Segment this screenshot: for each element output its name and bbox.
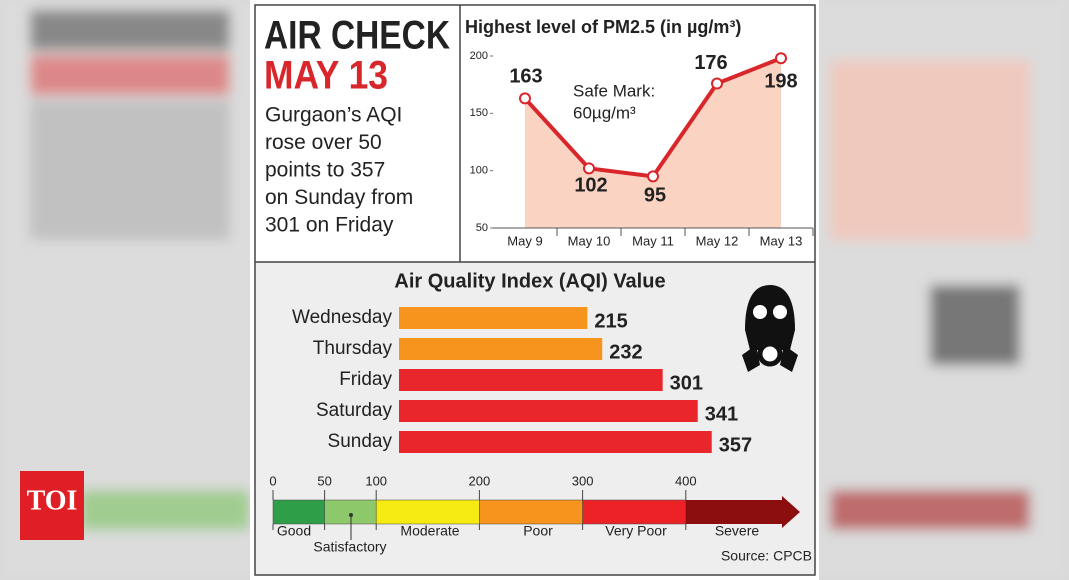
value-label: 95: [644, 185, 666, 207]
value-label: 215: [594, 310, 627, 332]
y-tick-label: 200: [470, 50, 488, 62]
bg-block: [830, 60, 1030, 240]
line-chart: Highest level of PM2.5 (in µg/m³) 50 100 15…: [465, 17, 814, 248]
blurb-line: rose over 50: [265, 131, 382, 154]
value-label: 198: [764, 71, 797, 93]
bar: [399, 338, 603, 360]
scale-tick-label: 200: [469, 473, 491, 488]
value-label: 176: [694, 52, 727, 74]
x-tick-label: May 13: [760, 233, 803, 248]
mask: [745, 285, 795, 350]
source: Source: CPCB: [721, 548, 812, 564]
blurb-line: 301 on Friday: [265, 214, 394, 237]
band-label: Very Poor: [605, 523, 667, 539]
scale-tick-label: 0: [269, 473, 276, 488]
bg-block: [30, 10, 230, 50]
bg-block: [80, 490, 250, 530]
y-tick-label: 150: [470, 107, 488, 119]
annotation: 60µg/m³: [573, 103, 636, 122]
scale-tick-label: 100: [365, 473, 387, 488]
blurb-line: points to 357: [265, 159, 385, 182]
value-label: 341: [705, 403, 738, 425]
category-label: Sunday: [328, 431, 393, 452]
scale-tick-label: 50: [317, 473, 331, 488]
point: [519, 92, 531, 105]
value-label: 102: [574, 175, 607, 197]
category-label: Thursday: [313, 338, 393, 359]
category-label: Friday: [339, 369, 392, 390]
area: [525, 58, 781, 228]
blurb: Gurgaon’s AQI rose over 50 points to 357 on…: [265, 104, 413, 237]
value-label: 163: [509, 66, 542, 88]
chart-title: Highest level of PM2.5 (in µg/m³): [465, 17, 741, 37]
eye: [753, 305, 767, 319]
bar: [399, 431, 712, 453]
band-label: Severe: [715, 523, 760, 539]
scale-tick-label: 300: [572, 473, 594, 488]
straps: [742, 345, 798, 372]
logo: TOI: [27, 485, 78, 516]
category-label: Wednesday: [292, 307, 392, 328]
blurb-line: on Sunday from: [265, 186, 413, 209]
headline: AIR CHECK: [264, 14, 450, 58]
blurb-line: Gurgaon’s AQI: [265, 104, 402, 127]
panel-border: [254, 4, 816, 576]
scale-band: [375, 499, 480, 525]
logo-box: [20, 471, 84, 540]
scale-arrow: [685, 496, 800, 528]
filter: [757, 341, 783, 367]
band-label: Good: [277, 523, 311, 539]
eye: [773, 305, 787, 319]
gas-mask-icon: [742, 285, 798, 372]
bar: [399, 307, 588, 329]
bg-block: [930, 285, 1020, 365]
category-label: Saturday: [316, 400, 393, 421]
x-tick-label: May 10: [568, 233, 611, 248]
bg-block: [30, 55, 230, 95]
x-tick-label: May 9: [507, 233, 542, 248]
annotation: Safe Mark:: [573, 81, 655, 100]
band-label: Moderate: [400, 523, 459, 539]
point: [711, 77, 723, 90]
scale-band: [272, 499, 325, 525]
value-label: 301: [670, 372, 703, 394]
point: [583, 162, 595, 175]
bg-block: [30, 100, 230, 240]
headline-date: MAY 13: [264, 54, 388, 98]
value-label: 232: [609, 341, 642, 363]
band-label: Poor: [523, 523, 553, 539]
point: [647, 170, 659, 183]
value-label: 357: [719, 434, 752, 456]
point: [775, 52, 787, 65]
chart-title: Air Quality Index (AQI) Value: [394, 270, 665, 292]
scale-tick-label: 400: [675, 473, 697, 488]
bar: [399, 400, 698, 422]
scale-band: [324, 499, 377, 525]
bar: [399, 369, 663, 391]
bg-block: [830, 490, 1030, 530]
y-tick-label: 50: [476, 222, 488, 234]
band-label: Satisfactory: [313, 539, 386, 555]
x-tick-label: May 12: [696, 233, 739, 248]
scale-band: [479, 499, 583, 525]
y-tick-label: 100: [470, 165, 488, 177]
x-tick-label: May 11: [632, 233, 674, 248]
scale-band: [582, 499, 687, 525]
